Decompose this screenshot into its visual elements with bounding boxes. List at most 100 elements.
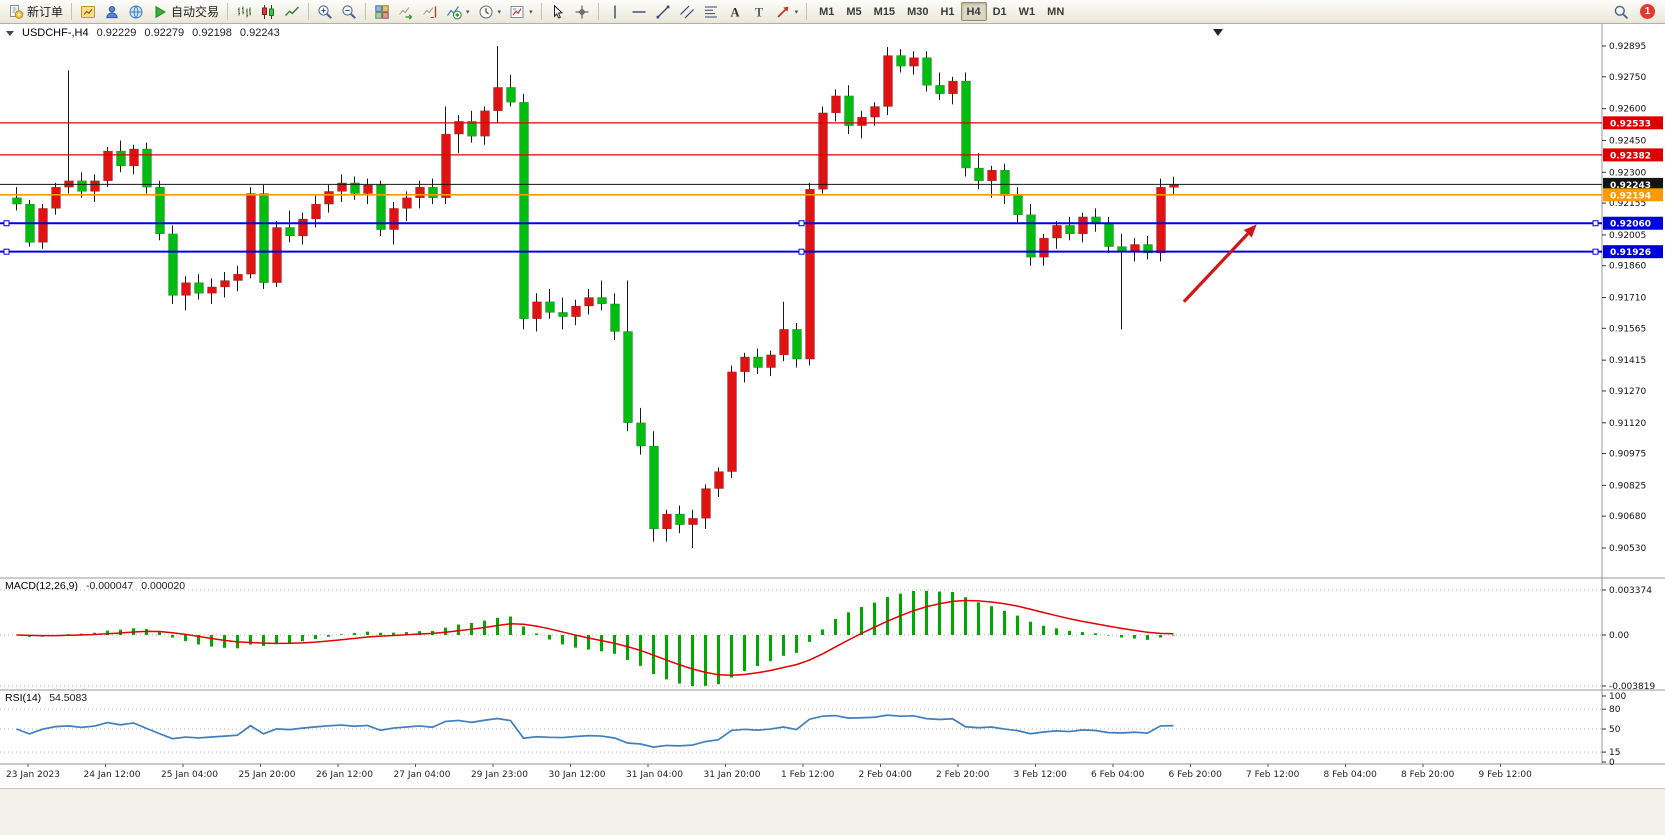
timeframe-m15-button[interactable]: M15	[868, 2, 901, 21]
navigator-button[interactable]	[124, 1, 148, 22]
price-tag	[1603, 188, 1663, 202]
timeframe-m30-button[interactable]: M30	[901, 2, 934, 21]
time-axis-label: 2 Feb 20:00	[936, 770, 990, 780]
new-order-button[interactable]: 新订单	[4, 1, 67, 22]
new-order-icon	[8, 4, 24, 20]
zoom-out-button[interactable]	[337, 1, 361, 22]
time-axis-label: 8 Feb 04:00	[1324, 770, 1378, 780]
timeframe-w1-button[interactable]: W1	[1013, 2, 1042, 21]
time-axis-label: 30 Jan 12:00	[549, 770, 606, 780]
line-handle[interactable]	[798, 248, 805, 255]
price-axis-label: 0.92450	[1609, 136, 1646, 146]
price-tag	[1603, 216, 1663, 230]
price-axis-label: 0.92005	[1609, 231, 1646, 241]
line-handle[interactable]	[3, 248, 10, 255]
navigator-icon	[128, 4, 144, 20]
line-handle[interactable]	[3, 220, 10, 227]
market-watch-button[interactable]	[76, 1, 100, 22]
chevron-down-icon[interactable]: ▾	[466, 8, 470, 16]
horizontal-line-button[interactable]	[627, 1, 651, 22]
autotrading-button[interactable]: 自动交易	[148, 1, 223, 22]
chart-shift-icon	[422, 4, 438, 20]
new-order-label: 新订单	[27, 5, 64, 19]
price-chart-canvas[interactable]: 0.92895 0.92750 0.92600 0.92450 0.92300 0.921…	[0, 24, 1665, 788]
toolbar-separator	[308, 3, 310, 20]
price-tag	[1603, 245, 1663, 259]
equidistant-channel-button[interactable]	[675, 1, 699, 22]
line-chart-button[interactable]	[280, 1, 304, 22]
price-axis-label: 0.92300	[1609, 168, 1646, 178]
data-window-icon	[104, 4, 120, 20]
cursor-button[interactable]	[546, 1, 570, 22]
rsi-line	[16, 714, 1174, 748]
rsi-axis-label: 0	[1609, 758, 1615, 768]
chart-window: 0.92895 0.92750 0.92600 0.92450 0.92300 0.921…	[0, 24, 1665, 788]
price-tag-label: 0.92533	[1610, 119, 1651, 129]
channel-icon	[679, 4, 695, 20]
line-handle[interactable]	[798, 220, 805, 227]
line-handle[interactable]	[1592, 248, 1599, 255]
price-tag-label: 0.92382	[1610, 151, 1651, 161]
templates-button[interactable]: ▾	[505, 1, 537, 22]
chart-shift-button[interactable]	[418, 1, 442, 22]
price-axis-label: 0.91860	[1609, 262, 1646, 272]
notification-badge[interactable]: 1	[1640, 4, 1655, 19]
search-button[interactable]	[1609, 1, 1633, 22]
arrow-annotation[interactable]	[1182, 232, 1249, 303]
chevron-down-icon[interactable]: ▾	[794, 8, 799, 16]
arrange-windows-button[interactable]	[370, 1, 394, 22]
time-axis-label: 29 Jan 23:00	[471, 770, 528, 780]
indicator-add-icon	[446, 4, 462, 20]
text-label-button[interactable]: T	[747, 1, 771, 22]
timeframe-m1-button[interactable]: M1	[813, 2, 840, 21]
time-axis-label: 26 Jan 12:00	[316, 770, 373, 780]
arrow-annotation-head	[1243, 224, 1257, 238]
svg-text:T: T	[754, 5, 763, 19]
time-axis-label: 6 Feb 20:00	[1169, 770, 1223, 780]
cursor-icon	[550, 4, 566, 20]
chevron-down-icon[interactable]: ▾	[497, 8, 502, 16]
time-axis-label: 31 Jan 20:00	[704, 770, 761, 780]
trendline-icon	[655, 4, 671, 20]
time-axis-label: 27 Jan 04:00	[394, 770, 451, 780]
chevron-down-icon[interactable]: ▾	[529, 8, 533, 16]
bars-icon	[236, 4, 252, 20]
time-axis-label: 8 Feb 20:00	[1401, 770, 1455, 780]
toolbar-separator	[806, 3, 808, 20]
zoom-in-button[interactable]	[313, 1, 337, 22]
hline-icon	[631, 4, 647, 20]
marker-icon	[1213, 29, 1223, 36]
price-axis-label: 0.91415	[1609, 356, 1646, 366]
trendline-button[interactable]	[651, 1, 675, 22]
timeframe-h4-button[interactable]: H4	[960, 2, 987, 21]
timeframe-h1-button[interactable]: H1	[934, 2, 960, 21]
rsi-axis-label: 15	[1609, 748, 1620, 758]
periods-button[interactable]: ▾	[474, 1, 506, 22]
indicators-button[interactable]: ▾	[442, 1, 474, 22]
toolbar-separator	[540, 3, 542, 20]
market-watch-icon	[80, 4, 96, 20]
timeframe-m5-button[interactable]: M5	[840, 2, 867, 21]
fibonacci-icon	[703, 4, 719, 20]
price-axis-label: 0.91120	[1609, 419, 1646, 429]
auto-scroll-button[interactable]	[394, 1, 418, 22]
candlestick-chart-button[interactable]	[256, 1, 280, 22]
toolbar-separator	[365, 3, 367, 20]
arrows-button[interactable]: ▾	[771, 1, 803, 22]
data-window-button[interactable]	[100, 1, 124, 22]
line-handle[interactable]	[1592, 220, 1599, 227]
time-axis-label: 25 Jan 04:00	[161, 770, 218, 780]
timeframe-d1-button[interactable]: D1	[987, 2, 1013, 21]
fibonacci-button[interactable]	[699, 1, 723, 22]
time-axis-label: 23 Jan 2023	[6, 770, 60, 780]
toolbar-separator	[227, 3, 229, 20]
text-button[interactable]: A	[723, 1, 747, 22]
price-axis-label: 0.90975	[1609, 450, 1646, 460]
crosshair-button[interactable]	[570, 1, 594, 22]
clock-icon	[478, 4, 494, 20]
vertical-line-button[interactable]	[603, 1, 627, 22]
play-icon	[152, 4, 168, 20]
timeframe-mn-button[interactable]: MN	[1041, 2, 1070, 21]
macd-axis-label: 0.00	[1609, 631, 1629, 641]
bar-chart-button[interactable]	[232, 1, 256, 22]
